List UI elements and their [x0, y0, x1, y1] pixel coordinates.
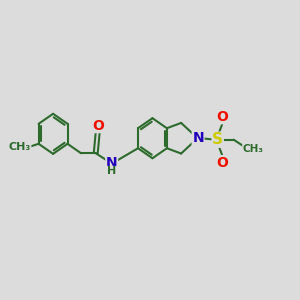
- Text: S: S: [212, 132, 223, 147]
- Text: N: N: [192, 131, 204, 145]
- Text: N: N: [106, 156, 118, 170]
- Text: H: H: [107, 167, 116, 176]
- Text: O: O: [217, 110, 229, 124]
- Text: O: O: [92, 118, 103, 133]
- Text: CH₃: CH₃: [243, 143, 264, 154]
- Text: O: O: [217, 156, 229, 170]
- Text: CH₃: CH₃: [9, 142, 31, 152]
